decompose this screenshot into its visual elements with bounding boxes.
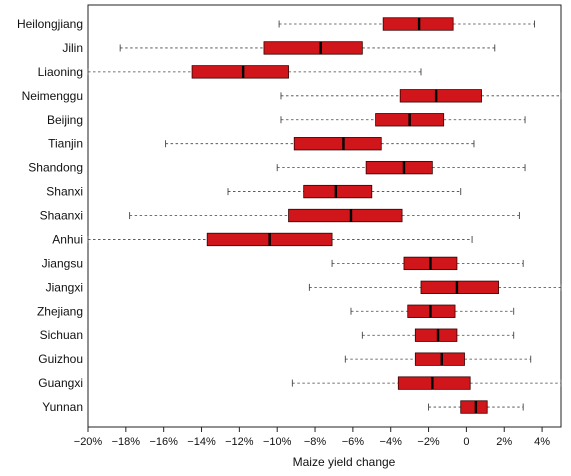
box-neimenggu — [280, 89, 562, 103]
box-shaanxi — [129, 208, 520, 223]
box-guizhou — [344, 352, 532, 366]
box-shanxi — [227, 184, 462, 199]
x-tick-label: −10% — [263, 436, 292, 448]
x-tick-label: −6% — [342, 436, 365, 448]
x-tick-label: 4% — [534, 436, 550, 448]
iqr-box — [263, 41, 363, 55]
iqr-box — [397, 376, 471, 390]
x-tick-label: −14% — [187, 436, 216, 448]
x-tick-label: −18% — [112, 436, 141, 448]
category-label-liaoning: Liaoning — [38, 65, 83, 79]
box-yunnan — [428, 400, 524, 414]
iqr-box — [414, 352, 465, 366]
iqr-box — [288, 208, 403, 223]
category-labels: Heilongjiang Jilin Liaoning Neimenggu Beijin… — [17, 17, 83, 414]
iqr-box — [293, 137, 382, 151]
category-label-tianjin: Tianjin — [48, 137, 83, 151]
x-tick-label: −12% — [225, 436, 254, 448]
box-jiangxi — [308, 280, 562, 294]
box-zhejiang — [350, 304, 515, 318]
category-label-yunnan: Yunnan — [42, 400, 83, 414]
box-shandong — [276, 160, 526, 175]
iqr-box — [420, 280, 499, 294]
x-tick-label: 2% — [496, 436, 512, 448]
category-label-guangxi: Guangxi — [38, 376, 83, 390]
box-heilongjiang — [278, 17, 535, 31]
category-label-shanxi: Shanxi — [46, 185, 83, 199]
box-jilin — [119, 41, 496, 55]
plot-frame — [87, 4, 562, 428]
x-tick-label: −2% — [417, 436, 440, 448]
box-jiangsu — [331, 256, 524, 271]
box-anhui — [87, 232, 473, 247]
category-label-anhui: Anhui — [52, 232, 83, 246]
boxes-layer — [87, 17, 562, 414]
category-label-neimenggu: Neimenggu — [22, 89, 83, 103]
box-sichuan — [361, 328, 515, 342]
category-label-jiangsu: Jiangsu — [42, 256, 83, 270]
category-label-shandong: Shandong — [28, 161, 83, 175]
x-tick-label: −20% — [74, 436, 103, 448]
category-label-guizhou: Guizhou — [38, 352, 83, 366]
category-label-shaanxi: Shaanxi — [40, 209, 83, 223]
x-tick-label: −8% — [304, 436, 327, 448]
category-label-zhejiang: Zhejiang — [37, 304, 83, 318]
iqr-box — [460, 400, 488, 414]
box-guangxi — [291, 376, 562, 390]
iqr-box — [399, 89, 482, 103]
x-axis-title: Maize yield change — [293, 455, 396, 469]
category-label-beijing: Beijing — [47, 113, 83, 127]
iqr-box — [414, 328, 458, 342]
x-tick-label: −16% — [149, 436, 178, 448]
box-tianjin — [165, 137, 475, 151]
iqr-box — [303, 184, 373, 199]
x-tick-label: 0 — [463, 436, 469, 448]
category-label-sichuan: Sichuan — [40, 328, 83, 342]
category-label-jiangxi: Jiangxi — [46, 280, 83, 294]
box-liaoning — [87, 65, 422, 79]
x-axis: −20% −18% −16% −14% −12% −10% −8% −6% −4% −2% 0 2% 4… — [74, 427, 550, 448]
iqr-box — [365, 160, 433, 175]
category-label-heilongjiang: Heilongjiang — [17, 17, 83, 31]
iqr-box — [191, 65, 289, 79]
x-tick-label: −4% — [380, 436, 403, 448]
box-beijing — [280, 113, 526, 127]
category-label-jilin: Jilin — [62, 41, 83, 55]
